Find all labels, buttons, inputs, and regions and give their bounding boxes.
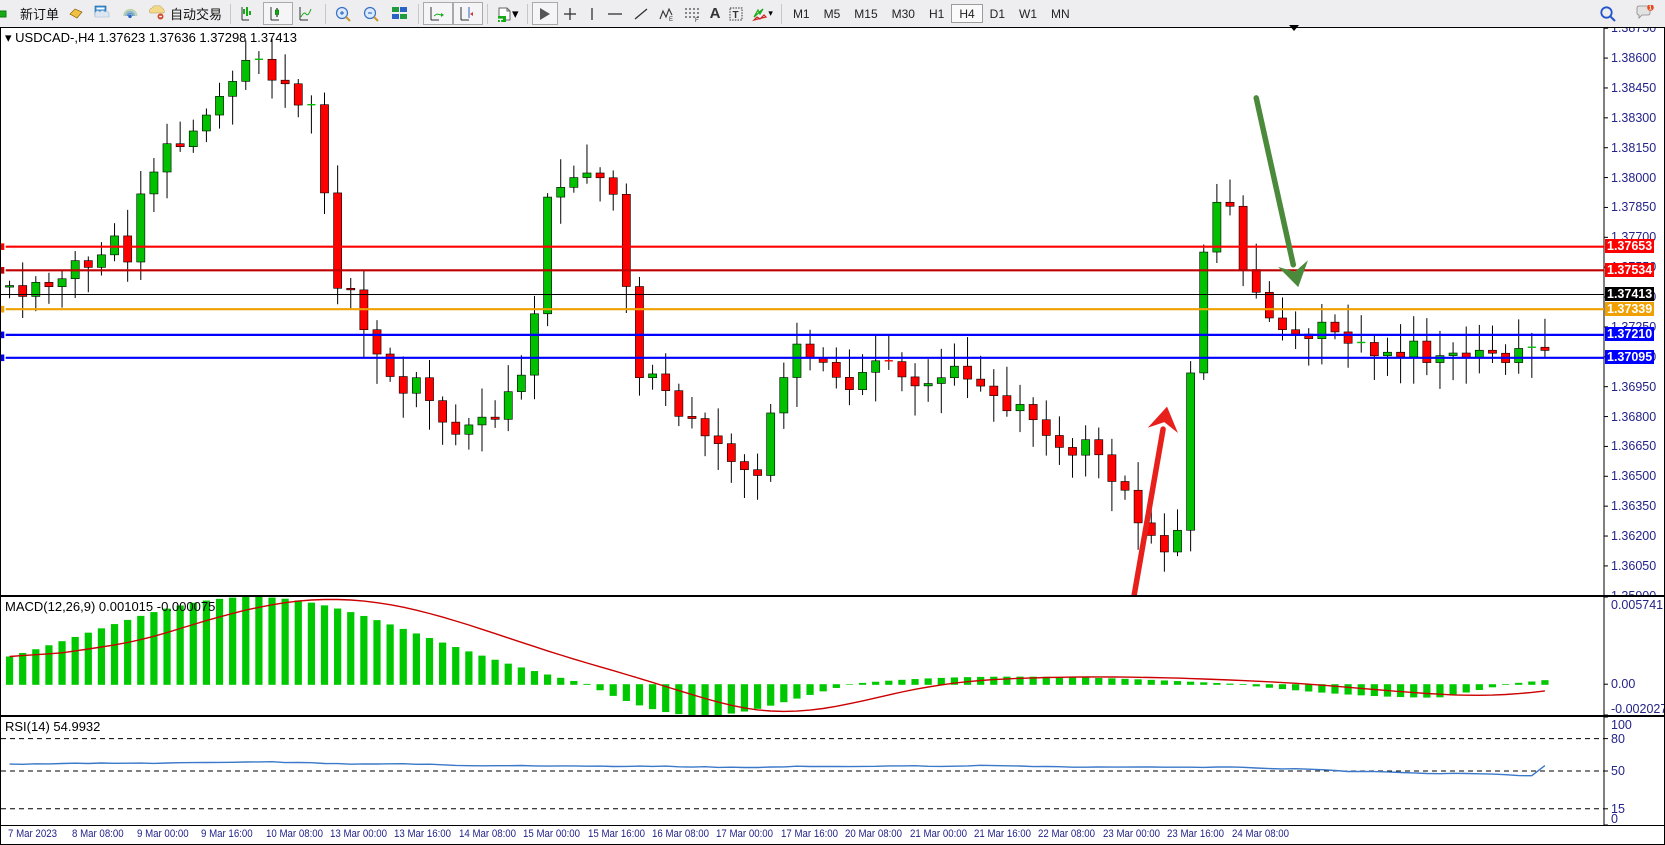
- svg-text:F: F: [695, 18, 699, 22]
- svg-text:1: 1: [1649, 5, 1652, 11]
- svg-text:E: E: [669, 17, 673, 22]
- svg-text:T: T: [733, 10, 739, 21]
